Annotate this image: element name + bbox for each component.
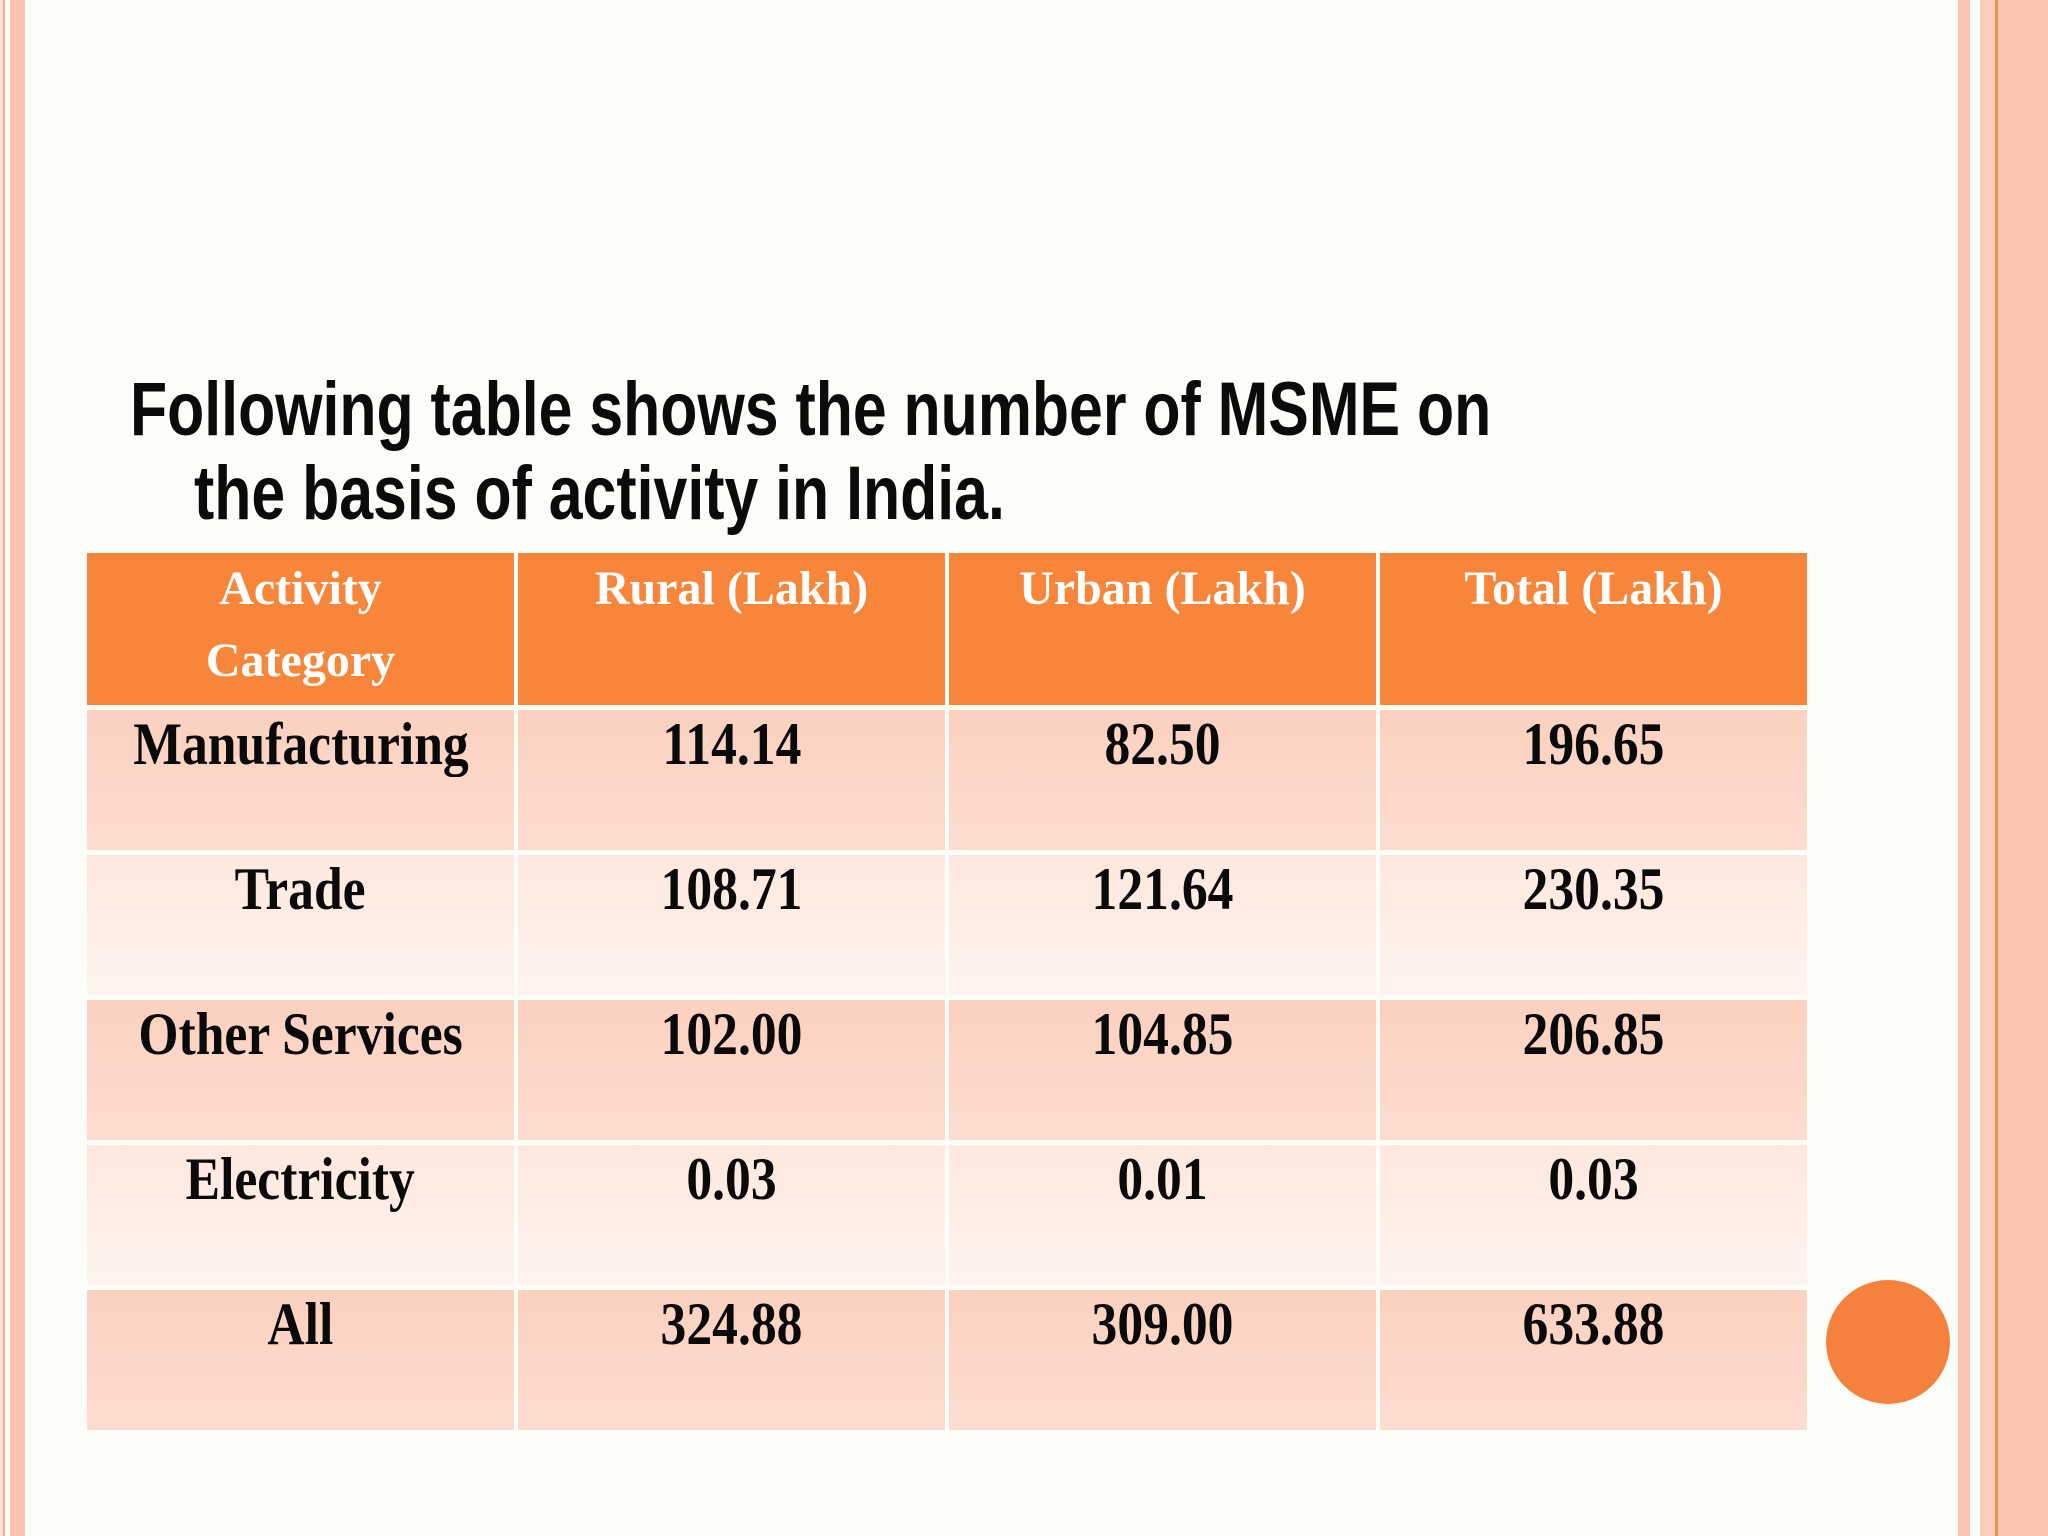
left-border-stripe-outer: [0, 0, 3, 1536]
cell-total: 206.85: [1522, 1001, 1665, 1067]
cell-urban: 0.01: [1117, 1146, 1208, 1212]
cell-urban: 82.50: [1104, 711, 1221, 777]
cell-total: 633.88: [1522, 1291, 1665, 1357]
table-cell: 633.88: [1380, 1290, 1807, 1430]
header-activity-line2: Category: [205, 634, 396, 687]
left-border-stripe-band: [10, 0, 25, 1536]
table-row-category: All: [87, 1290, 514, 1430]
header-activity-line1: Activity: [219, 562, 382, 615]
table-row-category: Other Services: [87, 1000, 514, 1140]
table-cell: 0.01: [949, 1145, 1376, 1285]
cell-category: Manufacturing: [132, 711, 469, 777]
table-cell: 324.88: [518, 1290, 945, 1430]
table-cell: 309.00: [949, 1290, 1376, 1430]
cell-total: 196.65: [1522, 711, 1665, 777]
table-row-category: Electricity: [87, 1145, 514, 1285]
table-cell: 114.14: [518, 710, 945, 850]
table-cell: 104.85: [949, 1000, 1376, 1140]
msme-activity-table: Activity Category Rural (Lakh) Urban (La…: [87, 553, 1807, 1430]
cell-category: Trade: [235, 856, 366, 922]
right-border-stripe-thin: [1958, 0, 1970, 1536]
cell-urban: 309.00: [1091, 1291, 1234, 1357]
column-header-urban: Urban (Lakh): [949, 553, 1376, 705]
cell-category: Electricity: [185, 1146, 416, 1212]
table-cell: 196.65: [1380, 710, 1807, 850]
cell-urban: 104.85: [1091, 1001, 1234, 1067]
cell-urban: 121.64: [1091, 856, 1234, 922]
slide-title-line2: the basis of activity in India.: [194, 451, 1005, 536]
cell-category: All: [267, 1291, 334, 1357]
table-cell: 0.03: [1380, 1145, 1807, 1285]
cell-rural: 0.03: [686, 1146, 777, 1212]
cell-rural: 108.71: [660, 856, 803, 922]
cell-rural: 324.88: [660, 1291, 803, 1357]
table-cell: 0.03: [518, 1145, 945, 1285]
right-border-accent-line: [1995, 0, 1998, 1536]
slide-title: Following table shows the number of MSME…: [130, 368, 1491, 536]
left-border-stripe-thin: [3, 0, 5, 1536]
table-row-category: Trade: [87, 855, 514, 995]
table-cell: 206.85: [1380, 1000, 1807, 1140]
table-row-category: Manufacturing: [87, 710, 514, 850]
column-header-activity-category: Activity Category: [87, 553, 514, 705]
table-cell: 82.50: [949, 710, 1376, 850]
slide-decoration-circle: [1826, 1280, 1950, 1404]
cell-total: 0.03: [1548, 1146, 1639, 1212]
slide-title-line1: Following table shows the number of MSME…: [130, 367, 1492, 452]
table-cell: 108.71: [518, 855, 945, 995]
table-cell: 102.00: [518, 1000, 945, 1140]
table-cell: 230.35: [1380, 855, 1807, 995]
cell-total: 230.35: [1522, 856, 1665, 922]
cell-category: Other Services: [138, 1001, 463, 1067]
right-border-band-inner: [1998, 0, 2048, 1536]
column-header-rural: Rural (Lakh): [518, 553, 945, 705]
table-cell: 121.64: [949, 855, 1376, 995]
cell-rural: 114.14: [661, 711, 802, 777]
column-header-total: Total (Lakh): [1380, 553, 1807, 705]
cell-rural: 102.00: [660, 1001, 803, 1067]
